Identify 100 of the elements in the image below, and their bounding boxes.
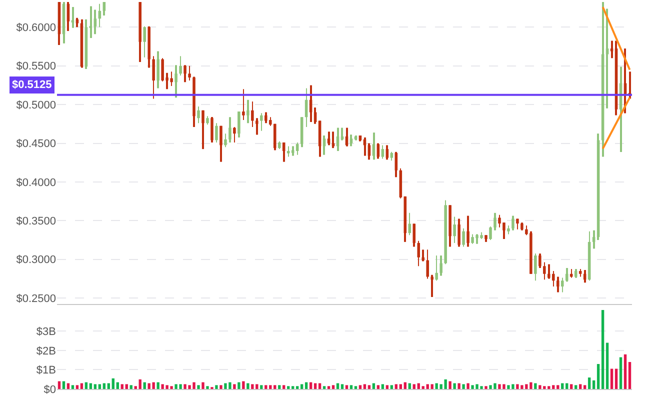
y-tick-label: $0.5000 [16, 99, 56, 112]
bar [628, 362, 632, 389]
bar [291, 386, 294, 389]
bar [412, 384, 416, 389]
y-tick-label: $0.5500 [16, 60, 56, 73]
bar [215, 385, 218, 389]
bar [376, 385, 380, 389]
y-tick-label: $0.4000 [16, 176, 56, 189]
bar [404, 382, 406, 389]
bar [570, 384, 573, 389]
bar [561, 383, 564, 389]
bar [566, 383, 568, 389]
bar [336, 383, 340, 389]
bar [345, 385, 348, 389]
bar [458, 383, 460, 389]
bar [98, 384, 102, 389]
bar [89, 383, 92, 389]
bar [130, 385, 132, 389]
bar [238, 382, 240, 389]
y-tick-label: $3B [36, 326, 56, 338]
bar [606, 342, 609, 389]
bar [287, 386, 290, 389]
bar [116, 382, 119, 389]
bar [71, 385, 74, 389]
bar [296, 386, 299, 389]
bar [242, 381, 245, 389]
y-tick-label: $2B [36, 345, 56, 358]
bar [278, 385, 281, 389]
bar [197, 385, 200, 389]
bar [120, 384, 124, 389]
bar [592, 380, 596, 389]
bar [125, 384, 128, 389]
bar [269, 385, 272, 389]
bar [233, 384, 236, 389]
bar [578, 384, 582, 389]
bar [466, 383, 470, 389]
bar [610, 368, 614, 389]
bar [358, 385, 362, 389]
bar [462, 384, 465, 389]
bar [448, 381, 452, 389]
bar [417, 383, 420, 389]
bar [282, 385, 286, 389]
bar [624, 354, 627, 389]
bar [601, 310, 604, 389]
y-tick-label: $0 [44, 384, 56, 396]
bar [386, 385, 389, 389]
bar [614, 368, 618, 389]
bar [66, 383, 70, 389]
bar [583, 385, 586, 389]
bar [138, 379, 142, 389]
ref-line-label: $0.5125 [12, 79, 52, 91]
y-tick-label: $0.2500 [16, 292, 56, 305]
y-tick-label: $0.6000 [16, 22, 56, 34]
bar [102, 383, 106, 389]
bar [426, 384, 429, 389]
bar [588, 377, 591, 389]
bar [246, 383, 250, 389]
bar [619, 357, 622, 389]
bar [62, 381, 66, 389]
bar [408, 383, 411, 389]
bar [80, 383, 84, 389]
bar [556, 385, 560, 389]
bar [107, 383, 110, 389]
bar [381, 384, 384, 389]
bar [363, 384, 366, 389]
bar [422, 386, 424, 389]
bar [390, 385, 394, 389]
bar [314, 383, 317, 389]
bar [430, 384, 434, 389]
bar [394, 384, 398, 389]
bar [76, 385, 79, 389]
bar [58, 381, 61, 389]
bar [300, 384, 304, 389]
bar [264, 385, 268, 389]
bar [202, 382, 204, 389]
bar [94, 384, 97, 389]
bar [484, 386, 488, 389]
bar [318, 383, 322, 389]
bar [340, 384, 344, 389]
bar [368, 385, 371, 389]
bar [574, 385, 578, 389]
bar [156, 382, 160, 389]
y-tick-label: $0.3000 [16, 254, 56, 266]
bar [220, 385, 222, 389]
bar [134, 386, 137, 389]
y-tick-label: $0.4500 [16, 138, 56, 150]
bar [112, 378, 114, 389]
bar [596, 364, 600, 389]
y-tick-label: $0.3500 [16, 216, 56, 228]
bar [534, 383, 537, 389]
bar [327, 386, 330, 389]
bar [372, 383, 376, 389]
bar [260, 385, 263, 389]
bar [399, 384, 402, 389]
bar [274, 385, 276, 389]
bar [332, 385, 335, 389]
bar [354, 386, 358, 389]
bar [552, 385, 555, 389]
y-tick-label: $1B [36, 364, 56, 377]
bar [350, 385, 353, 389]
